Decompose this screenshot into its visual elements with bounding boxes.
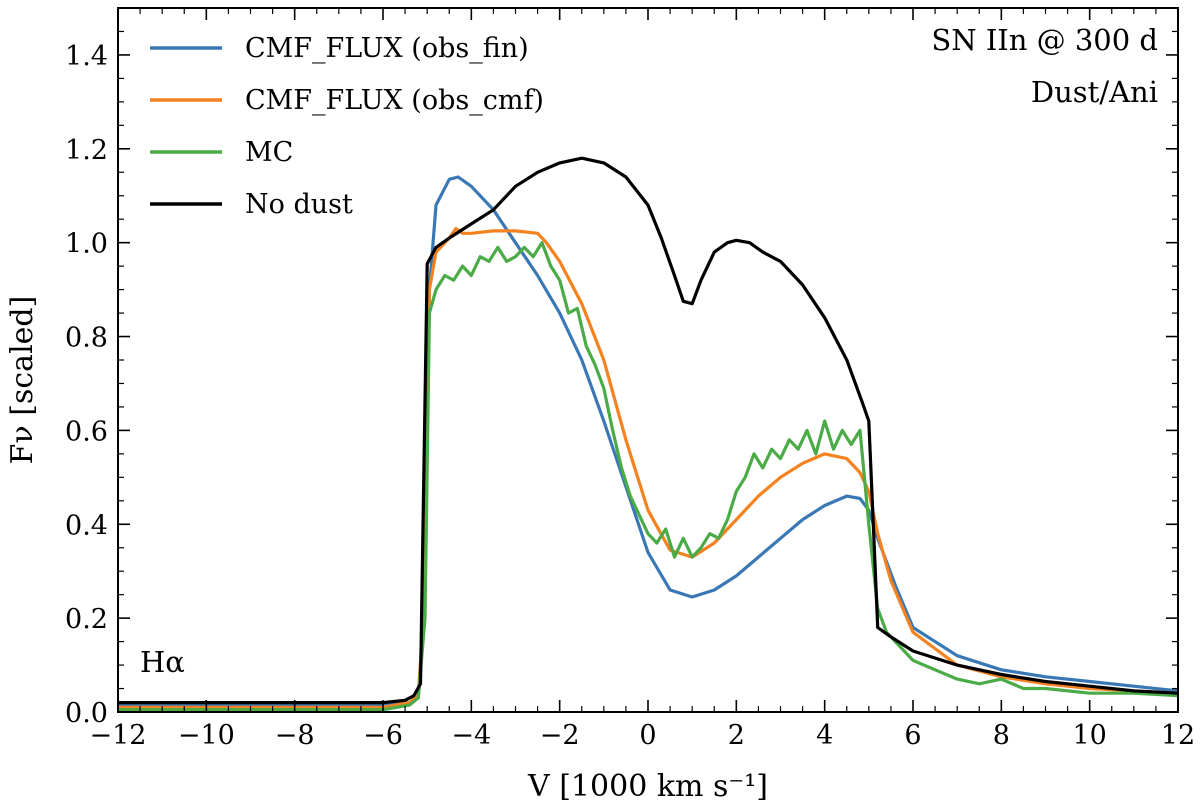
ticks-layer: −12 −10 −8 −6 −4 −2 0 2 4 6 8 10 12 0.0 0.2 0.4 0.6 0.8 1.… [65,8,1195,751]
legend: CMF_FLUX (obs_fin) CMF_FLUX (obs_cmf) MC… [150,33,544,220]
x-tick-label: −6 [363,720,403,751]
x-tick-label: 12 [1161,720,1195,751]
x-tick-label: −10 [178,720,235,751]
y-axis-title: Fν [scaled] [5,296,40,465]
y-tick-label: 0.2 [65,604,108,635]
series-line-no-dust [118,156,1179,705]
x-tick-label: 4 [816,720,833,751]
y-tick-label: 1.0 [65,229,108,260]
legend-label-mc: MC [245,137,293,168]
legend-label-obs-fin: CMF_FLUX (obs_fin) [245,33,529,64]
y-tick-label: 0.8 [65,323,108,354]
x-tick-label: 8 [993,720,1010,751]
series-line-obs-fin [118,175,1179,707]
x-tick-label: 2 [728,720,745,751]
y-tick-label: 1.2 [65,135,108,166]
x-tick-label: −12 [90,720,147,751]
x-tick-label: 6 [904,720,921,751]
annotation-line-id: Hα [140,645,185,679]
x-tick-label: 0 [639,720,656,751]
x-tick-label: −2 [540,720,580,751]
x-tick-label: −4 [451,720,491,751]
x-tick-label: 10 [1072,720,1106,751]
y-tick-label: 1.4 [65,41,108,72]
series-line-mc [118,241,1179,712]
annotation-dust-model: Dust/Ani [1031,75,1158,109]
annotation-sn-epoch: SN IIn @ 300 d [931,23,1158,57]
y-tick-label: 0.6 [65,416,108,447]
series-layer [118,156,1179,712]
y-tick-label: 0.0 [65,698,108,729]
series-line-obs-cmf [118,227,1179,709]
legend-label-no-dust: No dust [245,189,353,220]
y-tick-label: 0.4 [65,510,108,541]
legend-label-obs-cmf: CMF_FLUX (obs_cmf) [245,85,544,116]
x-axis-title: V [1000 km s⁻¹] [527,769,768,804]
x-tick-label: −8 [275,720,315,751]
